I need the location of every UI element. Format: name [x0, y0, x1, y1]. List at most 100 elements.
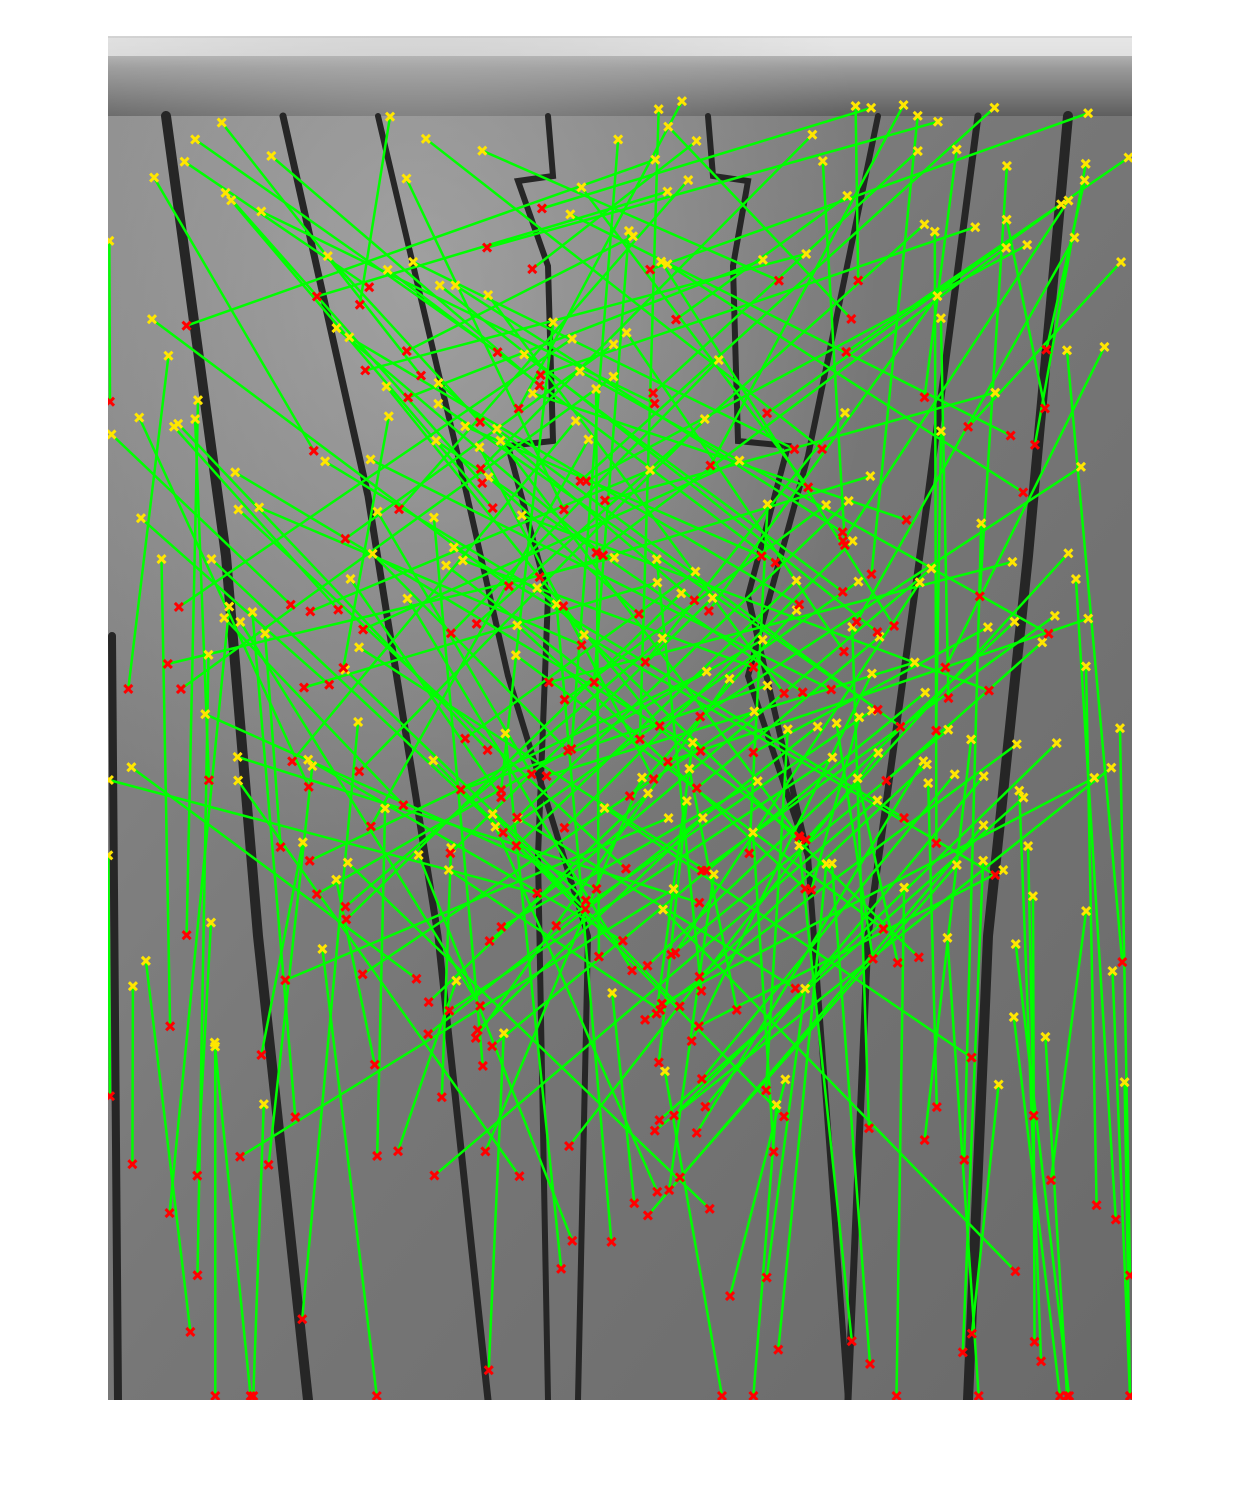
source-keypoint-marker [1063, 548, 1074, 559]
source-keypoint-marker [652, 577, 663, 588]
match-line [168, 606, 231, 1214]
target-keypoint-marker [794, 599, 805, 610]
source-keypoint-marker [331, 874, 342, 885]
source-keypoint-marker [853, 576, 864, 587]
target-keypoint-marker [513, 403, 524, 414]
source-keypoint-marker [651, 554, 662, 565]
target-keypoint-marker [311, 889, 322, 900]
source-keypoint-marker [1114, 723, 1126, 734]
target-keypoint-marker [245, 1390, 256, 1400]
target-keypoint-marker [304, 855, 315, 866]
source-keypoint-marker [365, 454, 376, 465]
source-keypoint-marker [807, 129, 818, 140]
source-keypoint-marker [1023, 840, 1034, 852]
match-line [531, 140, 698, 270]
target-keypoint-marker [482, 745, 493, 756]
target-keypoint-marker [617, 935, 628, 946]
target-keypoint-marker [668, 1110, 680, 1121]
target-keypoint-marker [333, 604, 344, 615]
target-keypoint-marker [564, 1141, 575, 1152]
source-keypoint-marker [382, 264, 393, 275]
source-keypoint-marker [662, 259, 673, 270]
target-keypoint-marker [324, 679, 335, 690]
source-keypoint-marker [149, 172, 160, 183]
source-keypoint-marker [192, 395, 204, 406]
match-line [765, 988, 807, 1278]
target-keypoint-marker [1045, 1175, 1057, 1186]
match-line [752, 626, 989, 754]
source-keypoint-marker [1018, 792, 1029, 803]
source-keypoint-marker [219, 612, 230, 623]
source-keypoint-marker [247, 606, 258, 618]
source-keypoint-marker [258, 1099, 269, 1110]
match-line [766, 203, 1062, 415]
target-keypoint-marker [704, 1203, 715, 1214]
match-line [1014, 943, 1071, 1397]
source-keypoint-marker [923, 778, 934, 789]
source-keypoint-marker [570, 415, 581, 426]
source-keypoint-marker [1037, 637, 1048, 648]
target-keypoint-marker [686, 1035, 697, 1047]
source-keypoint-marker [935, 426, 947, 437]
source-keypoint-marker [108, 774, 114, 786]
match-line [210, 558, 587, 911]
source-keypoint-marker [989, 102, 1000, 113]
match-line [239, 621, 482, 1007]
match-line [326, 255, 482, 423]
target-keypoint-marker [891, 1390, 902, 1400]
target-keypoint-marker [475, 416, 486, 428]
source-keypoint-marker [935, 313, 947, 324]
match-line [709, 104, 905, 467]
target-keypoint-marker [931, 725, 942, 736]
match-line [252, 1104, 266, 1397]
source-keypoint-marker [200, 709, 211, 720]
source-keypoint-marker [1049, 610, 1060, 621]
target-keypoint-marker [649, 398, 660, 409]
target-keypoint-marker [748, 747, 759, 758]
source-keypoint-marker [384, 111, 396, 122]
target-keypoint-marker [484, 936, 495, 947]
match-line [346, 861, 711, 1210]
target-keypoint-marker [392, 1146, 404, 1157]
match-line [657, 800, 689, 1063]
match-line [638, 109, 660, 740]
match-line [539, 474, 871, 579]
match-line [172, 425, 340, 611]
target-keypoint-marker [559, 694, 570, 705]
target-keypoint-marker [973, 1390, 984, 1400]
target-keypoint-marker [919, 1134, 930, 1146]
source-keypoint-marker [663, 121, 674, 132]
source-keypoint-marker [683, 175, 694, 186]
match-line [830, 863, 872, 1365]
target-keypoint-marker [415, 370, 427, 381]
target-keypoint-marker [705, 460, 716, 471]
match-line [666, 263, 1024, 494]
source-keypoint-marker [873, 747, 884, 758]
source-keypoint-marker [762, 499, 773, 510]
match-line [548, 560, 1013, 684]
source-keypoint-marker [663, 812, 674, 824]
source-keypoint-marker [699, 414, 710, 425]
source-keypoint-marker [428, 512, 439, 523]
source-keypoint-marker [354, 642, 365, 653]
target-keypoint-marker [695, 745, 706, 757]
target-keypoint-marker [580, 895, 591, 906]
target-keypoint-marker [931, 838, 942, 849]
target-keypoint-marker [526, 769, 537, 780]
match-line [487, 1033, 506, 1371]
source-keypoint-marker [1007, 556, 1018, 567]
source-keypoint-marker [757, 634, 768, 645]
target-keypoint-marker [695, 711, 706, 722]
source-keypoint-marker [1040, 1031, 1051, 1043]
target-keypoint-marker [287, 756, 298, 767]
source-keypoint-marker [676, 588, 687, 599]
match-line [662, 908, 1017, 1273]
source-keypoint-marker [583, 434, 594, 445]
source-keypoint-marker [173, 418, 184, 429]
source-keypoint-marker [451, 975, 462, 986]
seam-right-outer [963, 111, 1073, 1400]
target-keypoint-marker [470, 1032, 481, 1044]
target-keypoint-marker [165, 1021, 176, 1032]
match-line [369, 438, 590, 828]
source-keypoint-marker [1001, 242, 1012, 253]
